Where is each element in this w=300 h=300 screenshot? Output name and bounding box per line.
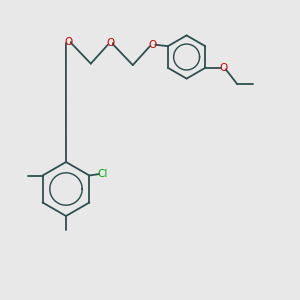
Text: O: O: [219, 63, 227, 73]
Text: O: O: [106, 38, 114, 48]
Text: O: O: [64, 37, 72, 47]
Text: Cl: Cl: [98, 169, 108, 179]
Text: O: O: [148, 40, 156, 50]
